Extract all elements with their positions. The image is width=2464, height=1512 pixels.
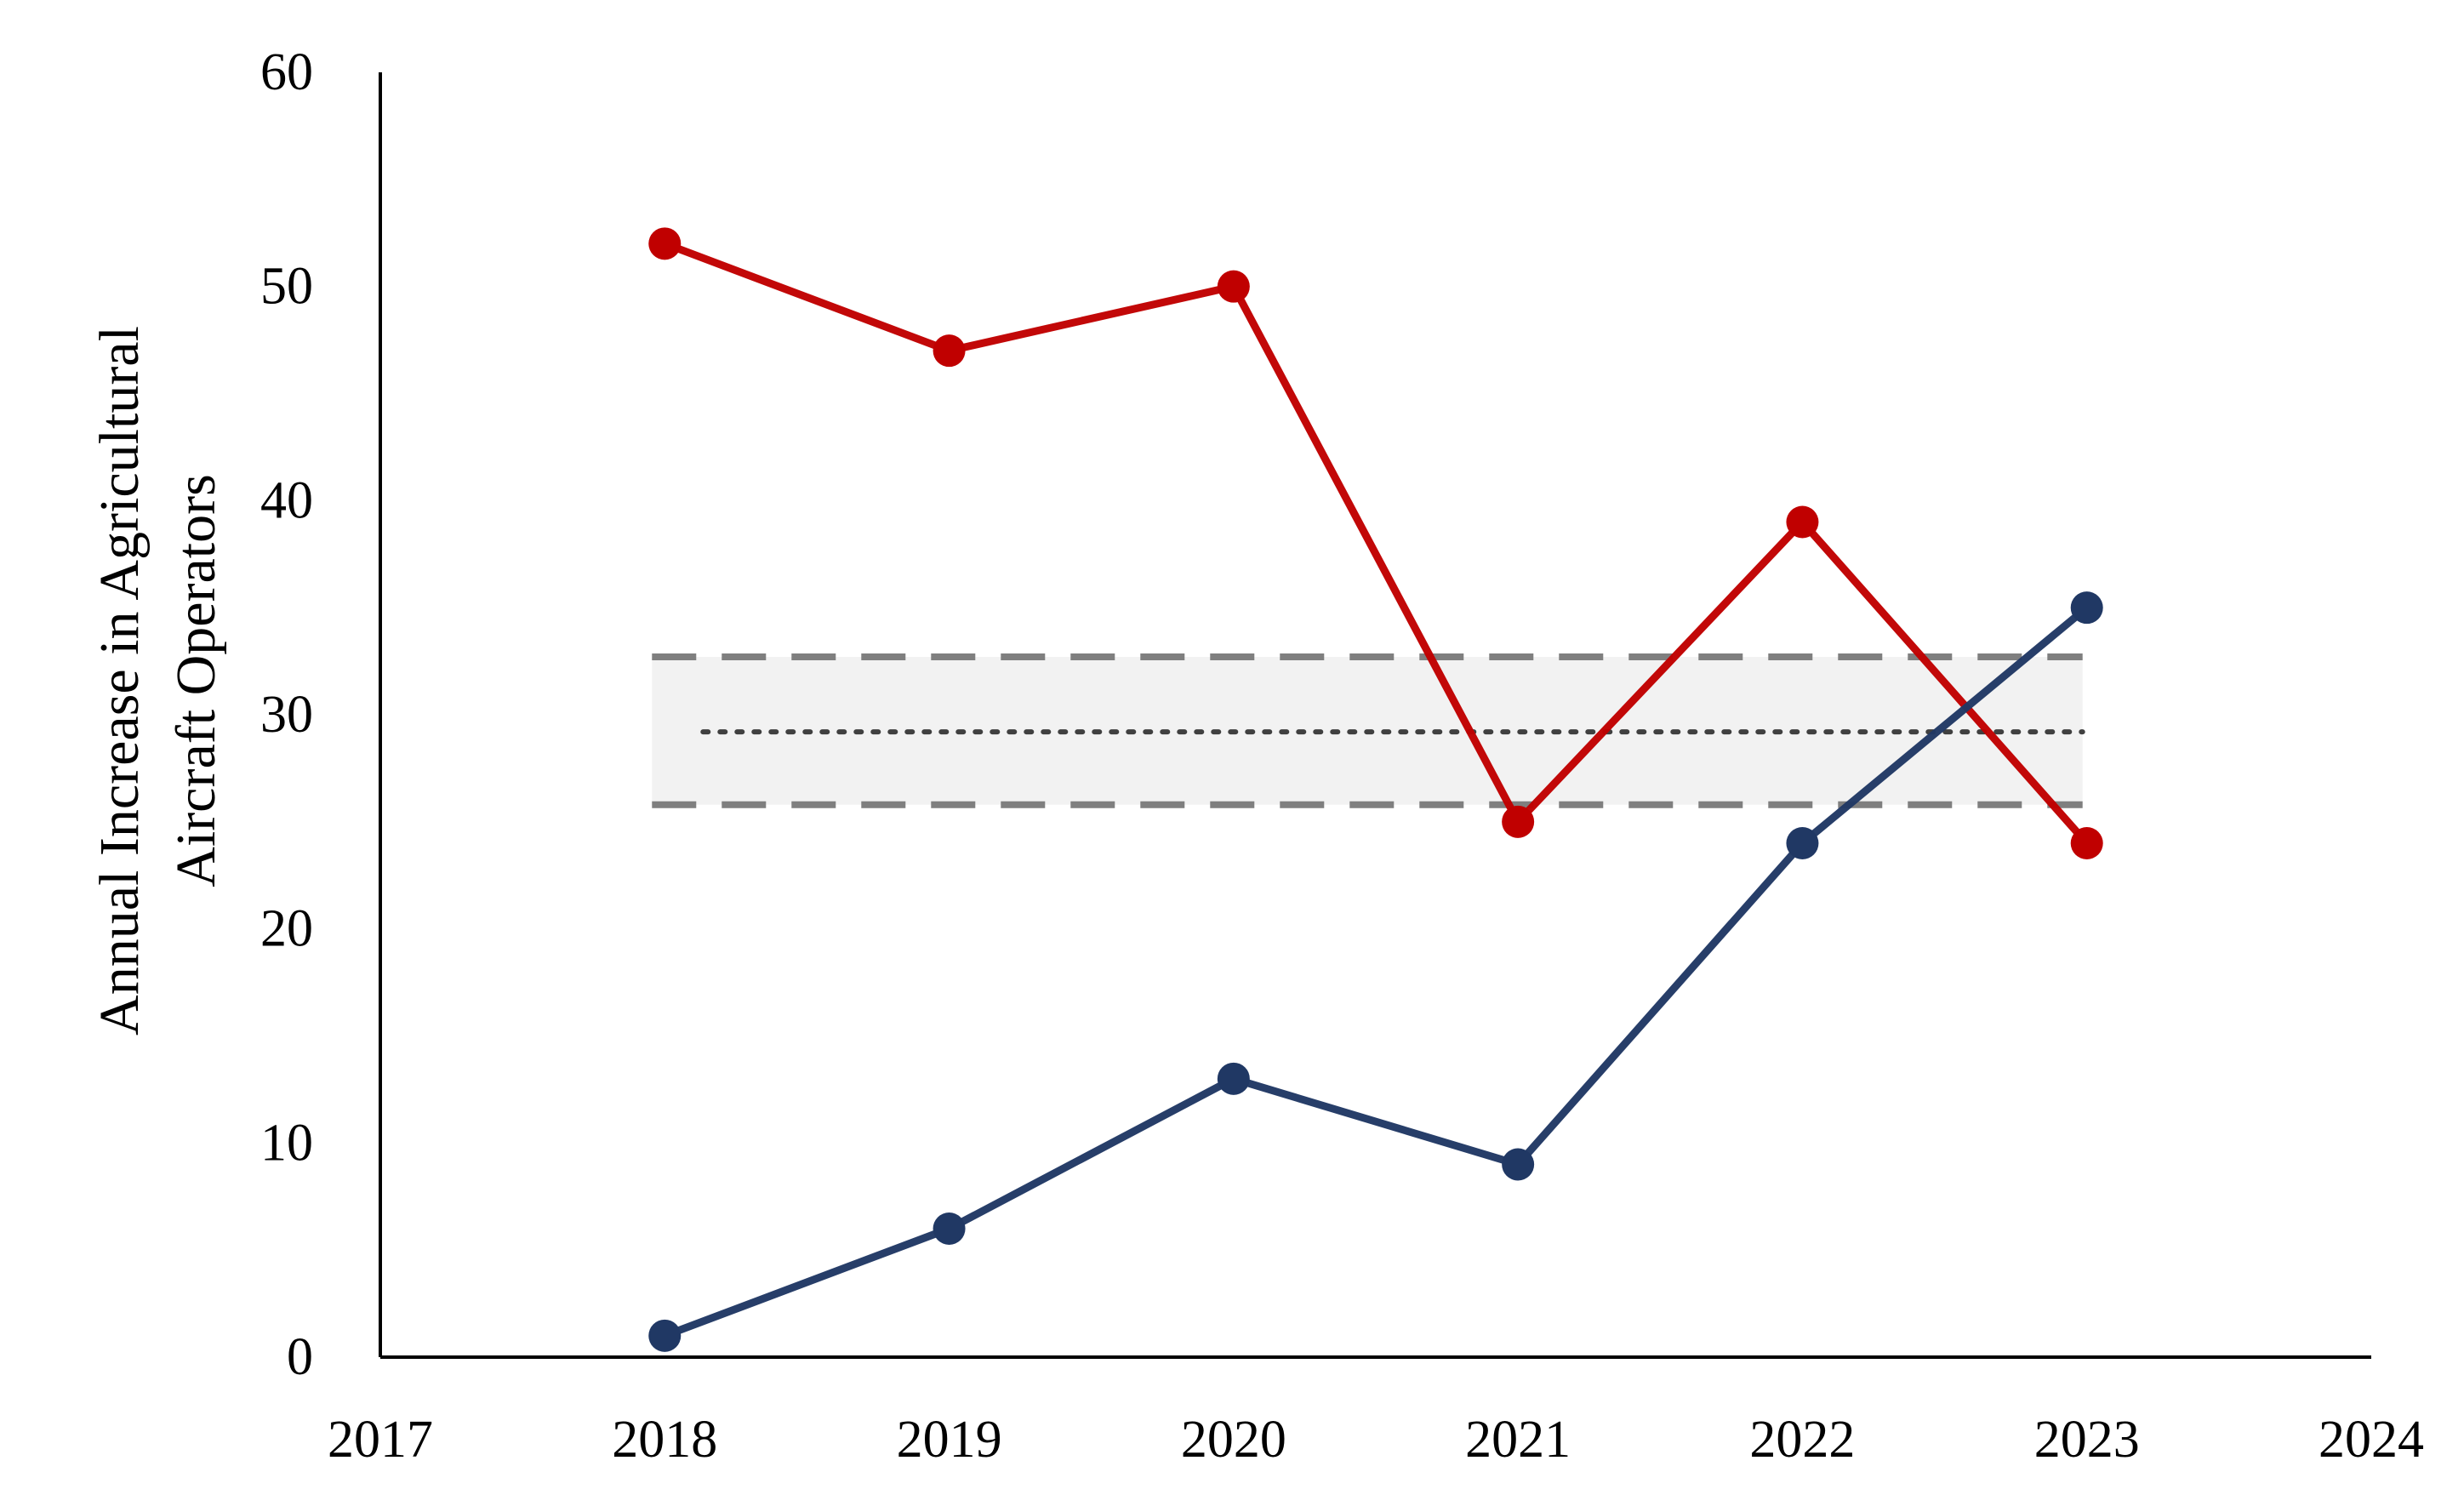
- series-2: [648, 591, 2103, 1352]
- x-tick-labels: 2017 2018 2019 2020 2021 2022 2023 2024: [328, 1411, 2424, 1469]
- y-tick-label: 10: [260, 1114, 313, 1172]
- y-tick-label: 50: [260, 258, 313, 316]
- y-tick-label: 0: [287, 1328, 313, 1386]
- y-axis-title-line-2: Aircraft Operators: [165, 474, 227, 887]
- x-tick-label: 2017: [328, 1411, 433, 1469]
- data-point: [933, 334, 966, 368]
- y-tick-labels: 0 10 20 30 40 50 60: [260, 43, 313, 1386]
- y-axis-title: Annual Increase in Agricultural Aircraft…: [88, 326, 227, 1036]
- series-1: [648, 227, 2103, 859]
- series-line: [663, 240, 2090, 846]
- y-tick-label: 40: [260, 471, 313, 529]
- reference-band: [652, 653, 2085, 808]
- x-tick-label: 2024: [2319, 1411, 2424, 1469]
- data-point: [1217, 1062, 1250, 1095]
- x-tick-label: 2020: [1181, 1411, 1286, 1469]
- data-point: [2070, 591, 2103, 625]
- data-point: [933, 1212, 966, 1245]
- x-tick-label: 2021: [1465, 1411, 1571, 1469]
- x-tick-label: 2022: [1749, 1411, 1855, 1469]
- y-tick-label: 30: [260, 686, 313, 744]
- y-tick-label: 60: [260, 43, 313, 101]
- data-point: [2070, 827, 2103, 859]
- x-tick-label: 2018: [612, 1411, 717, 1469]
- data-point: [1786, 827, 1819, 859]
- x-tick-label: 2019: [897, 1411, 1002, 1469]
- data-point: [648, 1319, 682, 1352]
- data-point: [1217, 270, 1250, 303]
- series-line: [663, 604, 2090, 1340]
- x-tick-label: 2023: [2034, 1411, 2140, 1469]
- data-point: [1502, 805, 1535, 838]
- y-tick-label: 20: [260, 900, 313, 958]
- data-point: [648, 227, 682, 260]
- data-point: [1786, 505, 1819, 539]
- axes: [379, 72, 2371, 1359]
- series-layer: [648, 227, 2103, 1352]
- y-axis-title-line-1: Annual Increase in Agricultural: [88, 326, 151, 1036]
- data-point: [1502, 1148, 1535, 1181]
